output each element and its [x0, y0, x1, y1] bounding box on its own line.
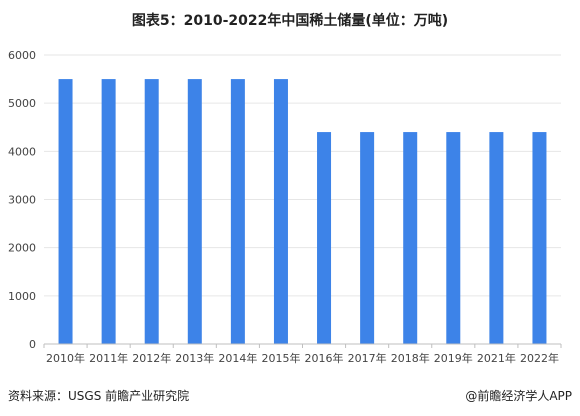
bar [144, 79, 159, 344]
source-note: 资料来源：USGS 前瞻产业研究院 [8, 389, 190, 403]
y-tick-label: 4000 [8, 145, 36, 158]
brand-note: @前瞻经济学人APP [465, 389, 572, 403]
bar [58, 79, 73, 344]
y-tick-label: 6000 [8, 49, 36, 62]
x-tick-label: 2010年 [46, 351, 85, 365]
x-tick-label: 2016年 [305, 351, 344, 365]
y-tick-label: 0 [29, 338, 36, 351]
x-tick-label: 2017年 [348, 351, 387, 365]
bar [187, 79, 202, 344]
bar [317, 132, 332, 344]
bar [273, 79, 288, 344]
bar [532, 132, 547, 344]
x-tick-label: 2011年 [89, 351, 128, 365]
x-tick-label: 2015年 [261, 351, 300, 365]
x-tick-label: 2014年 [218, 351, 257, 365]
x-tick-label: 2018年 [391, 351, 430, 365]
bar [446, 132, 461, 344]
bars [58, 79, 547, 344]
x-tick-label: 2013年 [175, 351, 214, 365]
bar [101, 79, 116, 344]
bar [489, 132, 504, 344]
x-tick-label: 2019年 [434, 351, 473, 365]
x-tick-label: 2021年 [477, 351, 516, 365]
bar [360, 132, 375, 344]
bar [403, 132, 418, 344]
x-axis: 2010年 2011年 2012年 2013年 2014年 2015年 2016年 2017年… [43, 343, 562, 365]
x-tick-label: 2022年 [520, 351, 559, 365]
x-tick-label: 2012年 [132, 351, 171, 365]
y-tick-label: 2000 [8, 242, 36, 255]
chart-title: 图表5：2010-2022年中国稀土储量(单位：万吨) [131, 13, 449, 29]
y-tick-label: 1000 [8, 290, 36, 303]
y-tick-label: 3000 [8, 194, 36, 207]
y-axis: 0 1000 2000 3000 4000 5000 6000 [8, 49, 36, 351]
y-tick-label: 5000 [8, 97, 36, 110]
grid-lines [44, 54, 561, 297]
bar [230, 79, 245, 344]
